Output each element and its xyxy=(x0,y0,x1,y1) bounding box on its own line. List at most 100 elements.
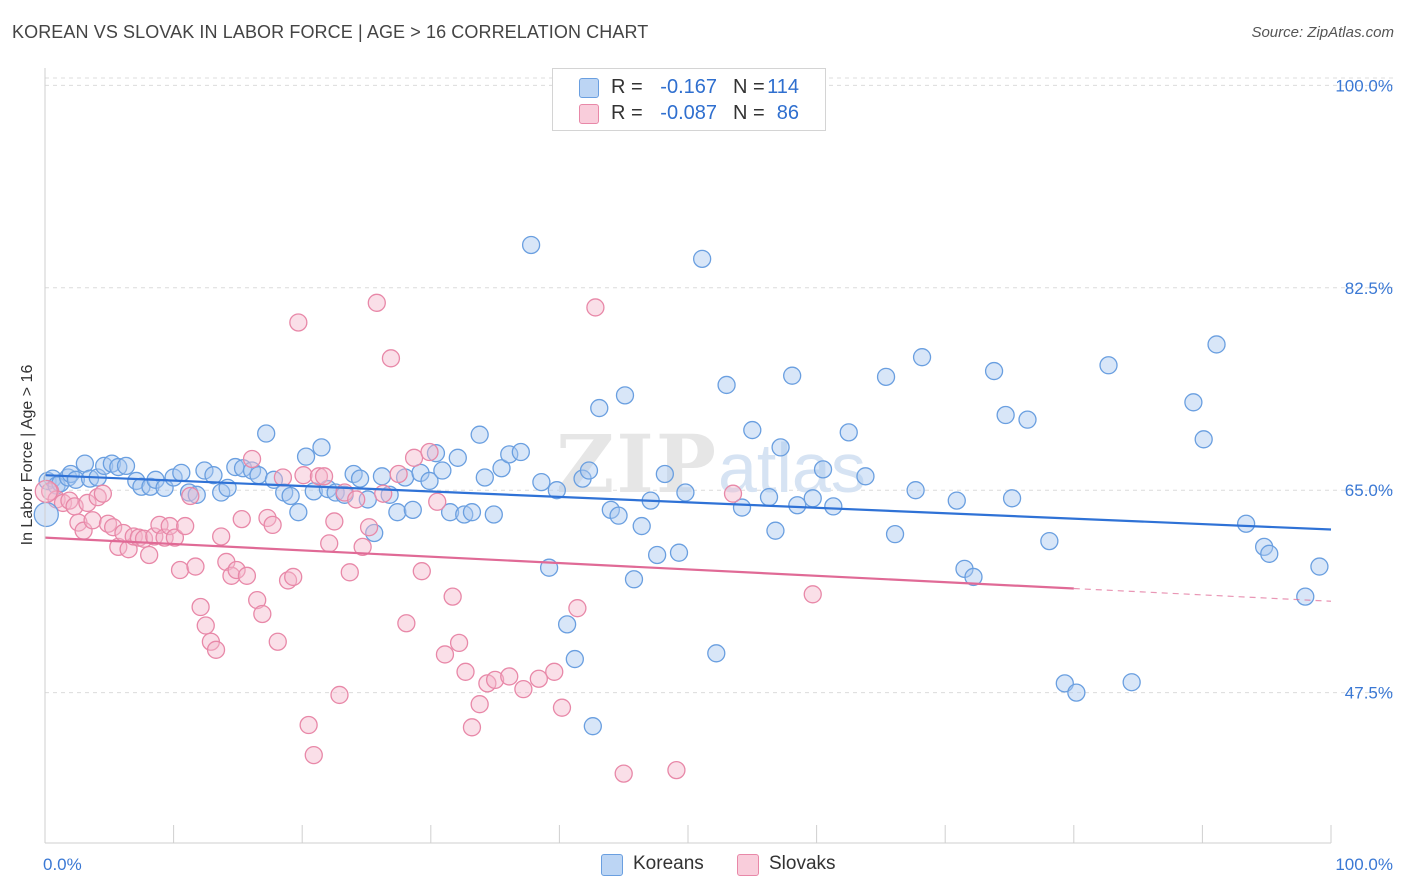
y-tick-label: 82.5% xyxy=(1345,279,1393,298)
trend-line-koreans xyxy=(44,474,1332,531)
data-point-koreans xyxy=(61,464,80,484)
data-point-slovaks xyxy=(186,557,205,576)
data-point-koreans xyxy=(532,472,551,492)
data-point-slovaks xyxy=(374,484,393,503)
data-point-koreans xyxy=(462,503,482,522)
data-point-koreans xyxy=(692,249,712,269)
series-legend: Koreans Slovaks xyxy=(0,852,1406,878)
data-point-koreans xyxy=(743,420,762,440)
data-point-koreans xyxy=(426,444,446,463)
data-point-koreans xyxy=(996,405,1015,425)
data-point-koreans xyxy=(885,525,905,544)
legend-row-slovaks: R = -0.087 N = 86 xyxy=(553,100,825,126)
data-point-koreans xyxy=(1296,587,1315,606)
data-point-slovaks xyxy=(435,645,455,664)
data-point-slovaks xyxy=(428,492,447,511)
y-tick-label: 47.5% xyxy=(1345,684,1393,703)
data-point-slovaks xyxy=(237,566,257,585)
data-point-slovaks xyxy=(325,512,344,531)
data-point-koreans xyxy=(717,375,736,395)
data-point-koreans xyxy=(33,501,59,528)
trend-line-slovaks xyxy=(44,536,1074,590)
data-point-slovaks xyxy=(263,515,282,535)
data-point-koreans xyxy=(1099,356,1118,375)
data-point-slovaks xyxy=(552,698,572,717)
data-point-slovaks xyxy=(320,534,339,553)
data-points xyxy=(33,235,1329,783)
data-point-slovaks xyxy=(529,669,548,688)
correlation-legend: R = -0.167 N = 114 R = -0.087 N = 86 xyxy=(552,68,826,131)
data-point-koreans xyxy=(420,471,439,491)
data-point-slovaks xyxy=(330,685,349,705)
data-point-koreans xyxy=(1194,430,1213,449)
data-point-slovaks xyxy=(456,662,475,681)
watermark: ZIP atlas xyxy=(556,417,866,511)
watermark-text-atlas: atlas xyxy=(718,429,866,507)
data-point-slovaks xyxy=(470,695,489,714)
data-point-slovaks xyxy=(404,448,424,467)
data-point-koreans xyxy=(1184,393,1203,412)
data-point-slovaks xyxy=(165,528,185,547)
data-point-koreans xyxy=(372,467,392,486)
series-slovaks xyxy=(40,293,822,783)
chart-title: KOREAN VS SLOVAK IN LABOR FORCE | AGE > … xyxy=(12,22,649,42)
data-point-slovaks xyxy=(227,560,246,580)
data-point-slovaks xyxy=(294,466,313,485)
x-tick-label: 0.0% xyxy=(43,855,82,874)
data-point-slovaks xyxy=(667,760,686,780)
data-point-slovaks xyxy=(232,509,251,529)
r-label: R = xyxy=(611,102,643,124)
data-point-slovaks xyxy=(170,560,190,580)
data-point-slovaks xyxy=(353,537,372,557)
data-point-koreans xyxy=(676,483,695,502)
data-point-slovaks xyxy=(397,614,416,633)
data-point-slovaks xyxy=(284,567,303,587)
legend-label-koreans: Koreans xyxy=(633,853,704,874)
data-point-koreans xyxy=(109,457,128,477)
data-point-koreans xyxy=(788,496,807,515)
data-point-koreans xyxy=(609,506,628,525)
data-point-koreans xyxy=(484,505,503,524)
data-point-koreans xyxy=(579,461,599,480)
data-point-koreans xyxy=(257,424,276,443)
data-point-slovaks xyxy=(449,633,469,653)
data-point-koreans xyxy=(440,503,460,522)
data-point-koreans xyxy=(732,498,752,517)
data-point-koreans xyxy=(1040,531,1059,551)
data-point-koreans xyxy=(1260,544,1279,563)
data-point-koreans xyxy=(632,516,651,536)
data-point-koreans xyxy=(1207,335,1226,354)
data-point-koreans xyxy=(647,545,667,565)
data-point-koreans xyxy=(1310,557,1329,576)
data-point-slovaks xyxy=(155,528,174,547)
data-point-koreans xyxy=(655,464,675,484)
data-point-slovaks xyxy=(278,571,298,590)
data-point-koreans xyxy=(912,348,932,367)
data-point-slovaks xyxy=(242,449,262,469)
data-point-koreans xyxy=(172,463,191,483)
data-point-koreans xyxy=(1122,673,1141,692)
data-point-slovaks xyxy=(83,511,102,530)
slovaks-swatch xyxy=(737,854,759,876)
data-point-koreans xyxy=(492,459,511,478)
data-point-koreans xyxy=(783,366,802,385)
data-point-koreans xyxy=(947,491,966,510)
y-tick-label: 65.0% xyxy=(1345,481,1393,500)
data-point-koreans xyxy=(1002,489,1022,508)
data-point-koreans xyxy=(707,644,726,663)
data-point-slovaks xyxy=(34,479,58,504)
data-point-slovaks xyxy=(273,468,293,487)
data-point-slovaks xyxy=(268,632,287,651)
data-point-koreans xyxy=(187,485,206,504)
data-point-koreans xyxy=(116,456,136,476)
data-point-koreans xyxy=(839,423,858,442)
r-value: -0.167 xyxy=(660,76,717,98)
data-point-koreans xyxy=(312,438,331,457)
data-point-koreans xyxy=(876,367,896,386)
slovaks-swatch xyxy=(579,104,599,124)
data-point-koreans xyxy=(500,445,519,464)
data-point-slovaks xyxy=(176,516,195,536)
data-point-koreans xyxy=(813,460,833,479)
data-point-slovaks xyxy=(485,670,505,690)
